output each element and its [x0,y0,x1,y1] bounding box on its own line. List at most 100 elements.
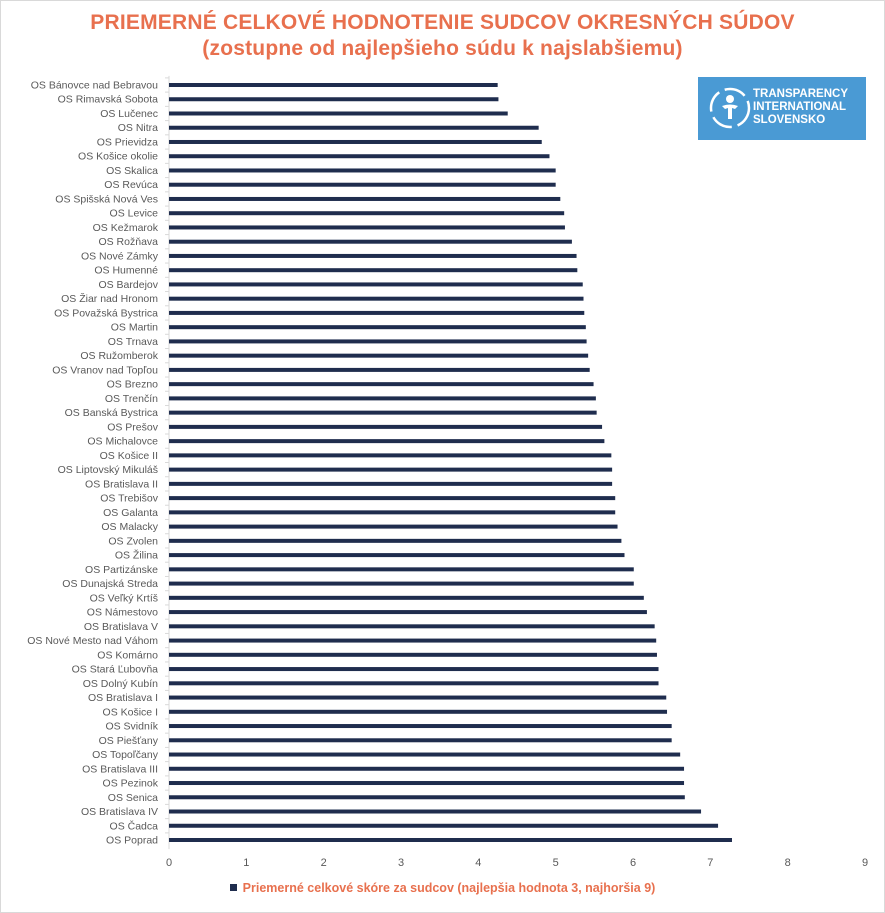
bar [169,353,589,358]
bar [169,823,719,828]
bar [169,253,577,258]
category-label: OS Žiar nad Hronom [61,292,158,305]
category-label: OS Liptovský Mikuláš [58,464,158,476]
legend-label: Priemerné celkové skóre za sudcov (najle… [242,881,656,895]
bar [169,567,634,572]
category-label: OS Komárno [97,649,158,661]
x-tick-label: 7 [707,857,713,869]
category-label: OS Nitra [118,122,158,134]
category-label: OS Piešťany [99,735,159,747]
bar [169,339,587,344]
category-label: OS Bratislava III [82,763,158,775]
category-label: OS Rimavská Sobota [58,94,159,106]
bar [169,182,556,187]
bar [169,396,596,401]
bar [169,766,685,771]
bar [169,225,565,230]
bar [169,553,625,558]
category-label: OS Partizánske [85,564,158,576]
category-label: OS Brezno [107,379,159,391]
category-label: OS Bratislava II [85,478,158,490]
transparency-logo-icon [709,87,751,129]
title-line-1: PRIEMERNÉ CELKOVÉ HODNOTENIE SUDCOV OKRE… [90,11,795,34]
bar [169,325,586,330]
category-label: OS Bardejov [98,279,158,291]
bar [169,695,667,700]
bar [169,125,539,130]
category-label: OS Lučenec [100,108,158,120]
category-label: OS Bratislava I [88,692,158,704]
category-label: OS Skalica [106,165,158,177]
bar [169,382,594,387]
x-tick-label: 9 [862,857,868,869]
bar [169,681,659,686]
bar [169,439,605,444]
category-label: OS Poprad [106,835,158,847]
bar [169,111,508,116]
chart-legend: Priemerné celkové skóre za sudcov (najle… [0,881,885,895]
bar [169,453,612,458]
category-label: OS Topoľčany [92,749,159,761]
category-label: OS Spišská Nová Ves [55,193,158,205]
bar [169,638,657,643]
bar [169,496,616,501]
category-label: OS Trnava [108,336,158,348]
bar [169,282,583,287]
bar [169,724,672,729]
category-label: OS Svidník [105,721,158,733]
bar [169,139,542,144]
x-tick-label: 5 [553,857,559,869]
category-label: OS Bratislava IV [81,806,158,818]
category-label: OS Čadca [110,819,159,832]
bar [169,467,613,472]
category-label: OS Námestovo [87,607,158,619]
category-label: OS Dunajská Streda [62,578,158,590]
bar [169,154,550,159]
category-label: OS Prievidza [97,136,158,148]
x-tick-label: 3 [398,857,404,869]
bar [169,781,685,786]
bar [169,367,590,372]
category-label: OS Nové Mesto nad Váhom [27,635,158,647]
chart-title: PRIEMERNÉ CELKOVÉ HODNOTENIE SUDCOV OKRE… [0,10,885,62]
category-label: OS Nové Zámky [81,250,159,262]
category-label: OS Martin [111,322,158,334]
bar [169,83,498,87]
logo-line-2: INTERNATIONAL [753,101,847,113]
category-label: OS Malacky [101,521,158,533]
x-tick-label: 0 [166,857,172,869]
category-label: OS Prešov [107,421,159,433]
bar [169,667,659,672]
category-label: OS Košice I [103,706,158,718]
bar [169,752,681,757]
category-label: OS Trenčín [105,393,158,405]
bar [169,595,644,600]
bar [169,424,603,429]
bar [169,652,657,657]
x-tick-label: 2 [321,857,327,869]
category-label: OS Zvolen [108,535,158,547]
category-label: OS Považská Bystrica [54,307,158,319]
x-tick-label: 6 [630,857,636,869]
bar [169,239,572,244]
category-label: OS Bratislava V [84,621,158,633]
bar [169,709,668,714]
title-line-2: (zostupne od najlepšieho súdu k najslabš… [202,37,683,60]
category-label: OS Rožňava [98,236,158,248]
bar [169,510,616,515]
bar [169,610,647,615]
bar [169,97,499,102]
bar [169,838,732,842]
bar [169,211,565,216]
x-tick-label: 1 [243,857,249,869]
category-label: OS Žilina [115,549,158,562]
x-tick-label: 8 [785,857,791,869]
bar [169,168,556,173]
category-label: OS Galanta [103,507,158,519]
transparency-logo: TRANSPARENCY INTERNATIONAL SLOVENSKO [698,77,866,140]
category-label: OS Levice [110,208,159,220]
category-label: OS Revúca [104,179,158,191]
category-label: OS Trebišov [100,493,159,505]
category-label: OS Dolný Kubín [83,678,158,690]
